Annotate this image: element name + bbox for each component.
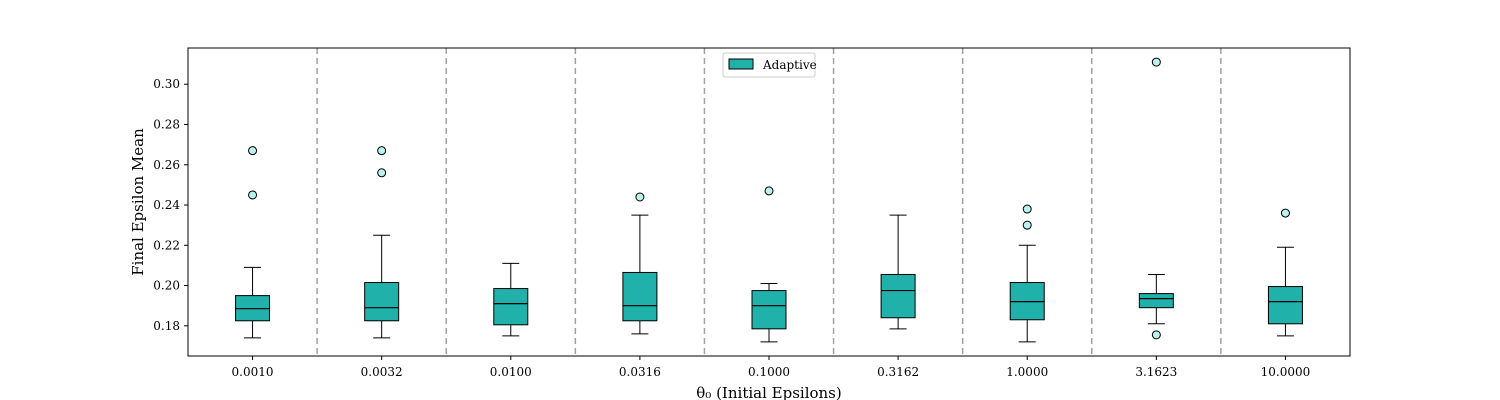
outlier-point: [1151, 57, 1161, 67]
y-axis-ticks: 0.18 0.20 0.22 0.24 0.26 0.28 0.30: [153, 77, 188, 333]
box-0.3162: [880, 214, 916, 330]
outlier-point: [248, 146, 258, 156]
outlier-point: [248, 190, 258, 200]
plot-area-frame: [187, 47, 1351, 357]
legend-label-adaptive: Adaptive: [762, 58, 817, 72]
box-iqr: [622, 271, 658, 322]
y-tick-label: 0.26: [153, 158, 180, 172]
box-0.0010: [235, 146, 271, 339]
outlier-point: [1022, 220, 1032, 230]
y-tick-label: 0.18: [153, 319, 180, 333]
y-tick-label: 0.24: [153, 198, 180, 212]
box-0.0100: [493, 262, 529, 337]
outlier-point: [1022, 204, 1032, 214]
x-tick-label: 0.3162: [877, 365, 919, 379]
outlier-point: [377, 146, 387, 156]
outlier-point: [764, 186, 774, 196]
box-iqr: [880, 273, 916, 319]
y-tick-label: 0.28: [153, 117, 180, 131]
x-tick-label: 0.1000: [748, 365, 790, 379]
box-10.0000: [1267, 208, 1303, 337]
box-0.1000: [751, 186, 787, 343]
x-axis-ticks: 0.0010 0.0032 0.0100 0.0316 0.1000 0.3162 1.00…: [232, 356, 1311, 379]
x-tick-label: 0.0032: [361, 365, 403, 379]
legend-swatch-adaptive: [728, 58, 754, 70]
box-1.0000: [1009, 204, 1045, 343]
box-iqr: [751, 290, 787, 330]
box-iqr: [493, 288, 529, 326]
x-tick-label: 0.0316: [619, 365, 661, 379]
box-iqr: [1267, 286, 1303, 325]
y-axis-title: Final Epsilon Mean: [129, 128, 147, 276]
category-separators: [316, 48, 1222, 356]
box-iqr: [1138, 293, 1174, 309]
x-tick-label: 1.0000: [1006, 365, 1048, 379]
x-tick-label: 0.0010: [232, 365, 274, 379]
legend: Adaptive: [722, 52, 817, 78]
box-series-adaptive: [235, 57, 1303, 343]
outlier-point: [1151, 330, 1161, 340]
x-axis-title: θ₀ (Initial Epsilons): [696, 384, 841, 400]
outlier-point: [1280, 208, 1290, 218]
box-0.0316: [622, 192, 658, 335]
x-tick-label: 0.0100: [490, 365, 532, 379]
box-0.0032: [364, 146, 400, 339]
box-iqr: [364, 282, 400, 322]
y-tick-label: 0.30: [153, 77, 180, 91]
outlier-point: [635, 192, 645, 202]
outlier-point: [377, 168, 387, 178]
x-tick-label: 10.0000: [1261, 365, 1311, 379]
y-tick-label: 0.20: [153, 279, 180, 293]
x-tick-label: 3.1623: [1135, 365, 1177, 379]
y-tick-label: 0.22: [153, 238, 180, 252]
box-3.1623: [1138, 57, 1174, 340]
